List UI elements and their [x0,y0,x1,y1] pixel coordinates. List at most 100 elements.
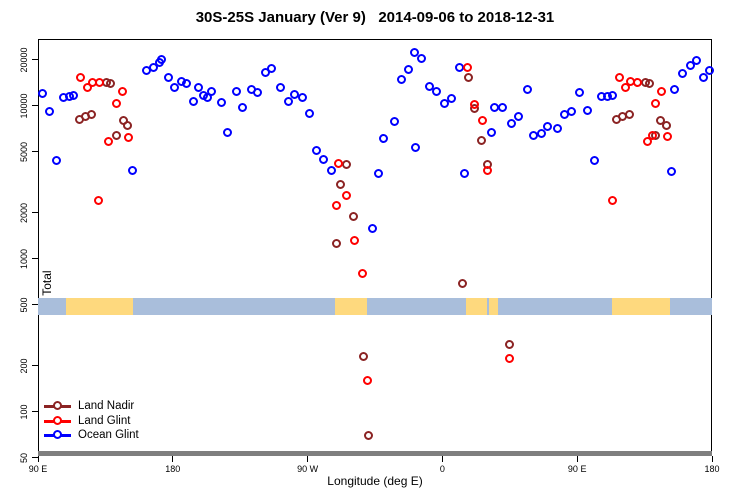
map-band-land-patch [611,298,671,315]
y-tick-mark [32,105,38,107]
data-point-land-glint [504,353,514,363]
y-tick-label: 20000 [19,47,29,73]
y-tick-label: 1000 [19,248,29,269]
land-nadir-marker-icon [53,401,62,410]
data-point-land-glint [349,235,359,245]
data-point-land-glint [462,62,472,72]
data-point-ocean-glint [542,121,552,131]
data-point-ocean-glint [217,98,227,108]
data-point-land-glint [83,82,93,92]
data-point-ocean-glint [446,93,456,103]
data-point-ocean-glint [223,128,233,137]
data-point-ocean-glint [37,88,47,98]
data-point-land-glint [94,196,104,205]
land-glint-marker-icon [53,415,62,425]
data-point-ocean-glint [164,73,174,83]
data-point-ocean-glint [677,68,687,78]
data-point-land-nadir [87,109,97,119]
data-point-ocean-glint [497,102,507,112]
data-point-ocean-glint [410,142,420,152]
data-point-ocean-glint [182,79,192,89]
y-tick-mark [32,304,38,306]
legend-item-ocean-glint: Ocean Glint [44,428,204,443]
data-point-ocean-glint [552,124,562,134]
y-tick-mark [32,151,38,153]
data-point-ocean-glint [232,87,242,97]
data-point-land-glint [632,78,642,88]
x-tick-label: 0 [439,464,445,474]
ocean-glint-marker-icon [53,430,62,439]
data-point-ocean-glint [416,53,426,63]
data-point-ocean-glint [389,116,399,126]
data-point-land-glint [75,73,85,83]
data-point-ocean-glint [378,134,388,144]
data-point-land-nadir [111,130,121,140]
y-tick-mark [32,411,38,413]
data-point-land-nadir [644,79,654,89]
data-point-land-glint [111,98,121,108]
data-point-ocean-glint [194,82,203,92]
y-tick-label: 500 [19,297,29,313]
data-point-ocean-glint [238,102,248,112]
legend-label: Land Nadir [78,400,135,412]
data-point-land-glint [642,136,652,146]
data-point-land-nadir [341,159,351,169]
data-point-land-glint [362,376,372,386]
data-point-ocean-glint [666,166,676,176]
data-point-land-glint [124,132,134,142]
data-point-land-glint [469,100,479,110]
y-tick-label: 2000 [19,202,29,223]
x-tick-mark [37,456,39,462]
plot-frame: N Total [38,39,712,456]
data-point-land-glint [647,130,657,140]
data-point-ocean-glint [284,97,294,107]
y-tick-mark [32,59,38,61]
map-band-land-patch [466,298,488,315]
data-point-land-glint [341,190,351,200]
data-point-land-glint [477,115,487,125]
data-point-ocean-glint [157,55,167,65]
y-tick-label: 200 [19,358,29,374]
map-band-land-patch [334,298,368,315]
data-point-land-nadir [624,109,634,119]
data-point-land-nadir [661,120,671,130]
data-point-land-glint [662,131,672,141]
data-point-ocean-glint [52,156,62,166]
data-point-ocean-glint [459,168,469,178]
y-tick-mark [32,365,38,367]
data-point-ocean-glint [522,85,532,95]
x-tick-label: 180 [165,464,181,474]
data-point-land-nadir [504,340,514,350]
data-point-ocean-glint [574,87,584,97]
data-point-land-glint [614,73,624,83]
x-axis-label: Longitude (deg E) [327,474,423,488]
data-point-land-nadir [336,180,345,190]
data-point-ocean-glint [396,74,406,84]
data-point-ocean-glint [589,156,599,166]
data-point-ocean-glint [68,91,78,101]
data-point-ocean-glint [312,146,322,156]
y-tick-mark [32,258,38,260]
data-point-land-glint [607,196,617,205]
x-tick-label: 180 [704,464,720,474]
data-point-ocean-glint [253,87,263,97]
data-point-ocean-glint [566,107,576,117]
data-point-land-glint [118,87,128,97]
data-point-ocean-glint [439,98,449,108]
data-point-land-nadir [463,73,473,83]
data-point-ocean-glint [582,106,592,115]
data-point-ocean-glint [698,73,708,83]
data-point-ocean-glint [170,82,180,92]
data-point-land-glint [334,159,344,169]
data-point-ocean-glint [403,64,413,74]
data-point-ocean-glint [367,223,377,233]
data-point-land-nadir [457,278,467,288]
x-tick-mark [441,456,443,462]
data-point-ocean-glint [513,111,523,121]
data-point-land-nadir [331,239,341,249]
data-point-land-glint [482,166,492,176]
data-point-ocean-glint [267,64,277,74]
data-point-ocean-glint [276,82,286,92]
data-point-land-glint [656,87,666,97]
map-band-ocean [38,298,712,315]
